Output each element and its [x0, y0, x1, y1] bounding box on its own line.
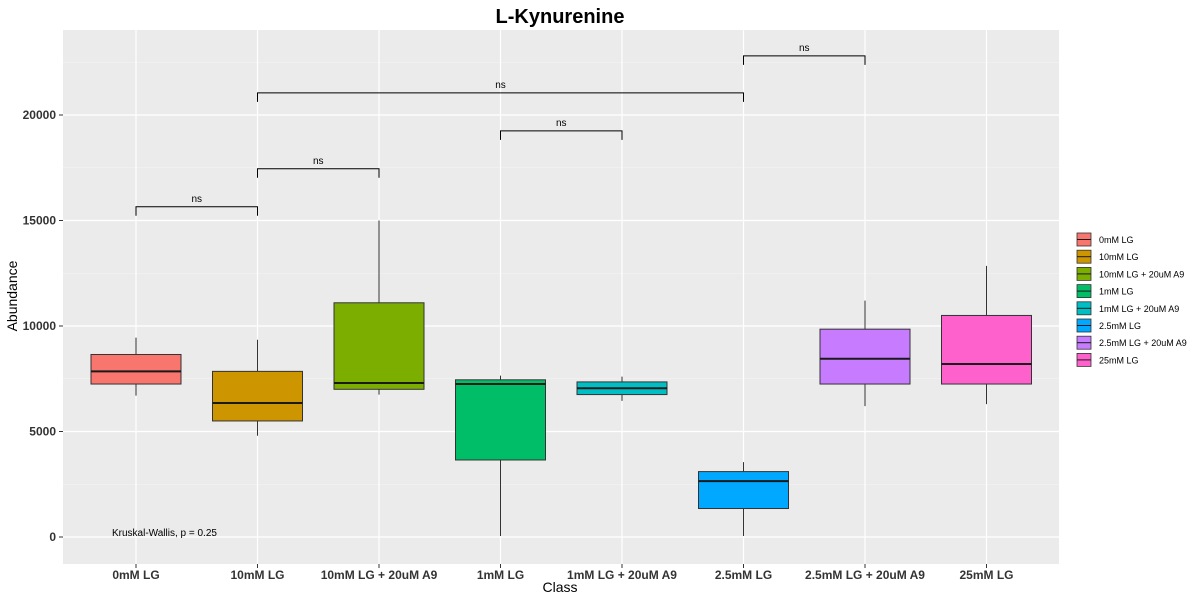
bracket-line	[257, 92, 744, 102]
x-tick-label: 2.5mM LG + 20uM A9	[805, 568, 925, 582]
box-body	[698, 471, 789, 510]
box-body	[819, 328, 911, 385]
y-tick-label: 15000	[23, 214, 57, 228]
box-2	[212, 339, 303, 436]
kruskal-wallis-annotation: Kruskal-Wallis, p = 0.25	[112, 528, 217, 539]
box-6	[698, 462, 789, 536]
bracket-3: ns	[500, 118, 623, 140]
x-axis-title: Class	[542, 579, 577, 595]
y-tick-label: 20000	[23, 108, 57, 122]
legend-item-7: 2.5mM LG + 20uM A9	[1076, 335, 1187, 350]
x-axis: 0mM LG 10mM LG 10mM LG + 20uM A9 1mM LG 1mM …	[112, 564, 1014, 582]
legend-label: 10mM LG	[1099, 252, 1139, 262]
x-tick-label: 10mM LG	[230, 568, 284, 582]
bracket-line	[135, 206, 258, 216]
bracket-label: ns	[191, 194, 202, 205]
box-body	[455, 379, 546, 461]
chart-title: L-Kynurenine	[496, 6, 625, 28]
plot-panel	[63, 30, 1059, 564]
y-axis-title: Abundance	[4, 260, 20, 331]
bracket-label: ns	[313, 156, 324, 167]
bracket-2: ns	[257, 156, 380, 178]
box-1	[90, 337, 182, 396]
boxes	[90, 220, 1032, 536]
box-3	[333, 220, 425, 395]
legend-item-4: 1mM LG	[1076, 284, 1134, 299]
legend-label: 1mM LG + 20uM A9	[1099, 304, 1179, 314]
x-tick-label: 1mM LG + 20uM A9	[567, 568, 677, 582]
bracket-4: ns	[257, 80, 744, 102]
x-tick-label: 0mM LG	[112, 568, 159, 582]
box-body	[333, 302, 425, 390]
x-tick-label: 10mM LG + 20uM A9	[321, 568, 438, 582]
x-tick-label: 2.5mM LG	[715, 568, 772, 582]
box-body	[90, 353, 182, 385]
box-body	[941, 314, 1032, 385]
bracket-5: ns	[743, 43, 866, 65]
x-tick-label: 1mM LG	[477, 568, 524, 582]
box-7	[819, 300, 911, 407]
bracket-label: ns	[799, 43, 810, 54]
legend-label: 10mM LG + 20uM A9	[1099, 269, 1184, 279]
box-5	[576, 376, 668, 401]
bracket-line	[743, 55, 866, 65]
y-axis: 0 5000 10000 15000 20000	[23, 108, 63, 544]
box-4	[455, 375, 546, 536]
bracket-line	[257, 168, 380, 178]
bracket-label: ns	[556, 118, 567, 129]
bracket-label: ns	[495, 80, 506, 91]
x-tick-label: 25mM LG	[959, 568, 1013, 582]
box-body	[212, 370, 303, 422]
y-tick-label: 10000	[23, 319, 57, 333]
y-tick-label: 0	[49, 530, 56, 544]
legend-item-8: 25mM LG	[1076, 352, 1139, 367]
legend-label: 2.5mM LG + 20uM A9	[1099, 338, 1187, 348]
legend-label: 1mM LG	[1099, 287, 1134, 297]
legend-item-5: 1mM LG + 20uM A9	[1076, 301, 1179, 316]
bracket-line	[500, 130, 623, 140]
legend-label: 2.5mM LG	[1099, 321, 1141, 331]
legend: 0mM LG 10mM LG 10mM LG + 20uM A9 1mM LG 1mM …	[1076, 232, 1187, 367]
legend-item-6: 2.5mM LG	[1076, 318, 1141, 333]
legend-item-3: 10mM LG + 20uM A9	[1076, 266, 1184, 281]
legend-item-2: 10mM LG	[1076, 249, 1139, 264]
y-tick-label: 5000	[29, 425, 56, 439]
significance-brackets: ns ns ns ns ns	[135, 43, 866, 216]
legend-item-1: 0mM LG	[1076, 232, 1134, 247]
box-8	[941, 265, 1032, 405]
legend-label: 25mM LG	[1099, 355, 1139, 365]
bracket-1: ns	[135, 194, 258, 216]
legend-label: 0mM LG	[1099, 235, 1134, 245]
